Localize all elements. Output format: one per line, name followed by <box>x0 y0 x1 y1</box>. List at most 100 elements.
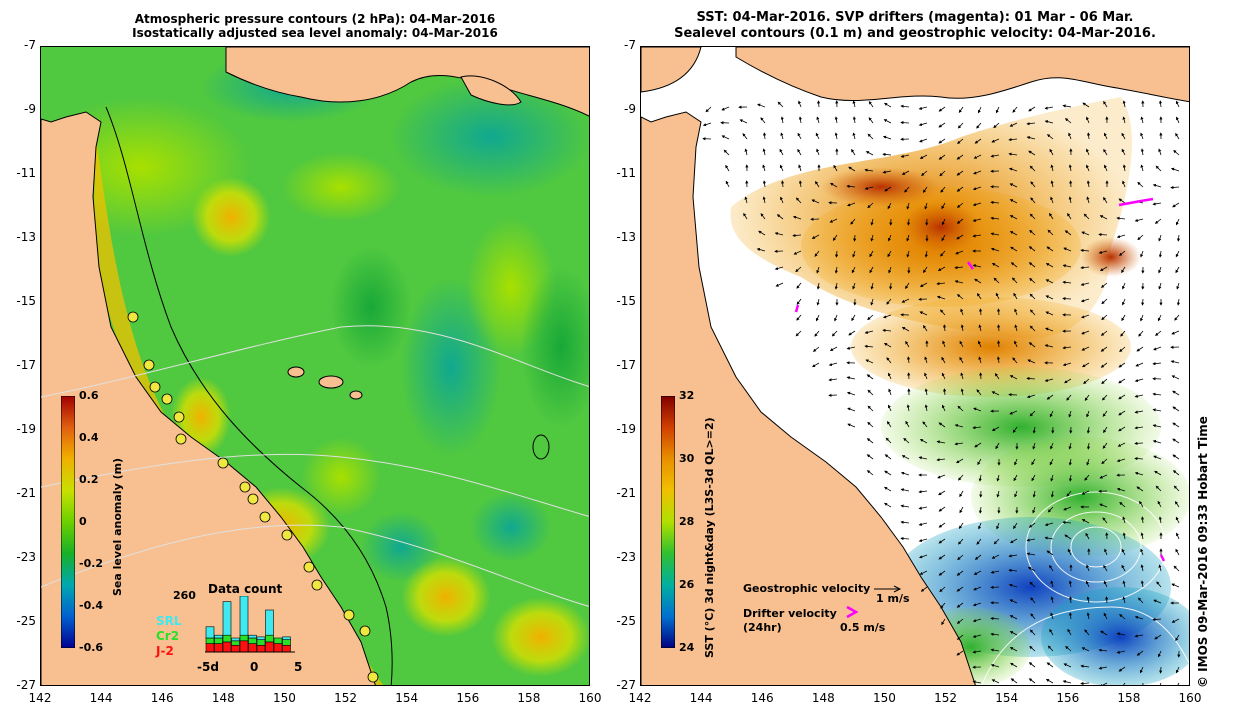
velocity-arrow <box>779 148 784 156</box>
velocity-arrow <box>974 442 982 448</box>
velocity-arrow <box>957 554 964 561</box>
velocity-arrow <box>1046 394 1054 400</box>
velocity-arrow <box>1121 564 1126 572</box>
velocity-arrow <box>1116 458 1126 463</box>
velocity-arrow <box>972 202 982 207</box>
velocity-arrow <box>1044 120 1054 124</box>
velocity-arrow <box>1175 266 1180 274</box>
velocity-arrow <box>1026 394 1036 399</box>
velocity-arrow <box>1009 410 1018 415</box>
data-count-bar-segment <box>205 643 215 653</box>
velocity-arrow <box>972 426 982 430</box>
velocity-arrow <box>938 554 946 560</box>
geostrophic-velocity-label: Geostrophic velocity <box>743 582 871 595</box>
velocity-arrow <box>996 490 1000 498</box>
velocity-arrow <box>1100 282 1108 288</box>
velocity-arrow <box>1081 314 1090 319</box>
sst-map[interactable] <box>640 46 1190 686</box>
velocity-arrow <box>1118 198 1126 204</box>
velocity-arrow <box>1154 218 1162 224</box>
velocity-arrow <box>851 148 856 156</box>
tide-gauge-marker <box>173 411 185 423</box>
velocity-arrow <box>905 420 910 428</box>
velocity-arrow <box>888 372 892 380</box>
velocity-arrow <box>973 586 982 591</box>
velocity-arrow <box>1152 617 1162 622</box>
velocity-arrow <box>918 122 928 127</box>
velocity-arrow <box>994 373 1000 380</box>
velocity-arrow <box>1116 234 1126 239</box>
tide-gauge-marker <box>281 529 293 541</box>
velocity-arrow <box>919 282 928 288</box>
velocity-arrow <box>1086 442 1091 450</box>
tide-gauge-marker <box>175 433 187 445</box>
velocity-arrow <box>1050 442 1054 450</box>
velocity-arrow <box>780 196 784 204</box>
velocity-arrow <box>1103 426 1108 434</box>
velocity-arrow <box>1118 410 1126 416</box>
velocity-arrow <box>1140 116 1144 124</box>
velocity-arrow <box>1152 362 1162 366</box>
tide-gauge-marker <box>161 393 173 405</box>
tide-gauge-marker <box>247 493 259 505</box>
velocity-arrow <box>725 164 730 172</box>
velocity-arrow <box>901 170 910 175</box>
velocity-arrow <box>1063 506 1072 511</box>
data-count-bar-segment <box>282 644 291 653</box>
velocity-arrow <box>1122 282 1126 290</box>
velocity-arrow <box>1045 327 1054 332</box>
velocity-arrow <box>1028 262 1036 268</box>
velocity-arrow <box>995 106 1000 114</box>
data-count-bar-segment <box>265 641 274 653</box>
velocity-arrow <box>762 180 767 188</box>
velocity-arrow <box>796 314 802 321</box>
velocity-arrow <box>976 389 982 396</box>
lon-tick-label: 150 <box>872 691 896 705</box>
velocity-arrow <box>979 372 983 380</box>
velocity-arrow <box>1080 664 1090 668</box>
velocity-arrow <box>869 266 874 274</box>
velocity-arrow <box>756 248 766 252</box>
velocity-arrow <box>941 404 946 412</box>
velocity-arrow <box>1100 362 1108 368</box>
velocity-arrow <box>883 102 892 108</box>
velocity-arrow <box>1158 100 1163 108</box>
velocity-arrow <box>795 266 802 273</box>
velocity-arrow <box>919 439 928 444</box>
velocity-arrow <box>882 170 892 174</box>
sea-level-contours <box>981 491 1189 685</box>
velocity-arrow <box>834 116 838 124</box>
velocity-arrow <box>900 471 910 476</box>
data-count-bar-segment <box>222 601 232 636</box>
data-count-bar-segment <box>248 634 257 639</box>
velocity-arrow <box>1121 548 1126 556</box>
velocity-arrow <box>1103 612 1108 620</box>
velocity-arrow <box>848 330 856 336</box>
colorbar-tick-label: -0.2 <box>79 557 104 570</box>
velocity-arrow <box>1170 360 1180 364</box>
velocity-arrow <box>796 282 802 289</box>
velocity-arrow <box>941 618 946 626</box>
velocity-arrow <box>1140 148 1144 156</box>
lon-tick-label: 152 <box>934 691 957 705</box>
velocity-arrow <box>1100 330 1108 336</box>
data-count-bar-segment <box>265 634 274 643</box>
sea-level-anomaly-map[interactable] <box>40 46 590 686</box>
velocity-arrow <box>1136 486 1144 492</box>
sst-map-svg <box>641 47 1189 685</box>
velocity-arrow <box>1140 532 1144 540</box>
velocity-arrow <box>870 218 874 226</box>
data-count-bar-segment <box>222 641 232 653</box>
velocity-arrow <box>956 294 964 300</box>
velocity-arrow <box>1028 522 1036 528</box>
velocity-arrow <box>1136 650 1144 656</box>
velocity-arrow <box>828 362 838 367</box>
velocity-arrow <box>1134 634 1144 638</box>
velocity-arrow <box>1026 122 1036 126</box>
velocity-arrow <box>1122 298 1126 306</box>
velocity-arrow <box>918 456 928 460</box>
tide-gauge-marker <box>149 381 161 393</box>
velocity-arrow <box>1050 164 1054 172</box>
velocity-arrow <box>1029 325 1036 332</box>
velocity-arrow <box>1175 634 1180 642</box>
